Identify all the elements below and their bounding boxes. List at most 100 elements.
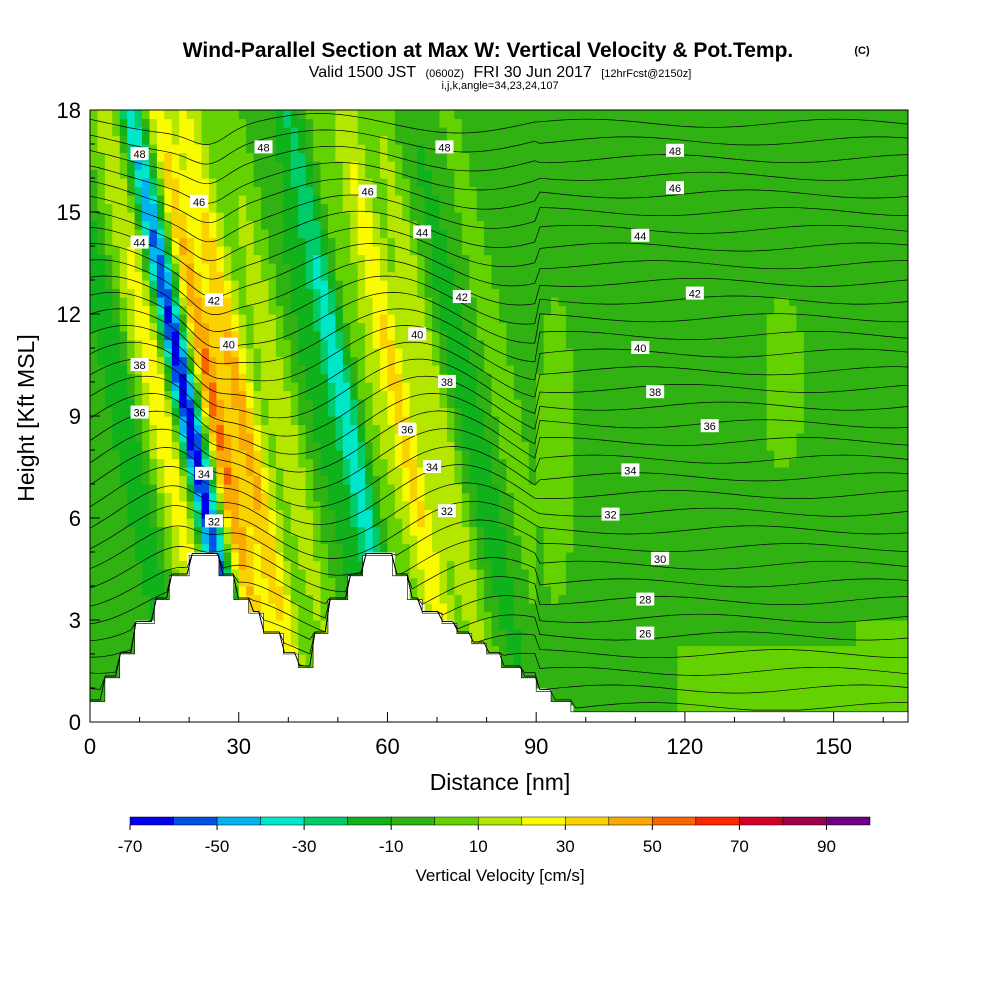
w-cell <box>528 246 537 256</box>
w-cell <box>231 501 240 511</box>
w-cell <box>156 535 165 545</box>
w-cell <box>387 212 396 222</box>
w-cell <box>156 382 165 392</box>
w-cell <box>261 339 270 349</box>
w-cell <box>543 373 552 383</box>
w-cell <box>112 203 121 213</box>
w-cell <box>380 263 389 273</box>
w-cell <box>469 237 478 247</box>
w-cell <box>506 594 515 604</box>
w-cell <box>90 212 99 222</box>
w-cell <box>454 620 463 630</box>
w-cell <box>573 237 582 247</box>
w-cell <box>573 560 582 570</box>
w-cell <box>432 526 441 536</box>
w-cell <box>156 305 165 315</box>
w-cell <box>164 501 173 511</box>
w-cell <box>409 399 418 409</box>
w-cell <box>595 110 604 120</box>
w-cell <box>380 220 389 230</box>
w-cell <box>543 671 552 681</box>
w-cell <box>551 365 560 375</box>
w-cell <box>610 611 619 621</box>
w-cell <box>677 679 686 689</box>
w-cell <box>186 484 195 494</box>
w-cell <box>565 645 574 655</box>
w-cell <box>446 305 455 315</box>
w-cell <box>253 501 262 511</box>
w-cell <box>476 611 485 621</box>
w-cell <box>246 518 255 528</box>
w-cell <box>380 331 389 341</box>
w-cell <box>357 331 366 341</box>
w-cell <box>268 416 277 426</box>
w-cell <box>313 322 322 332</box>
w-cell <box>461 373 470 383</box>
w-cell <box>290 399 299 409</box>
w-cell <box>573 467 582 477</box>
w-cell <box>588 603 597 613</box>
w-cell <box>357 254 366 264</box>
w-cell <box>357 339 366 349</box>
w-cell <box>194 220 203 230</box>
w-cell <box>194 288 203 298</box>
w-cell <box>298 178 307 188</box>
w-cell <box>655 645 664 655</box>
w-cell <box>275 594 284 604</box>
w-cell <box>521 569 530 579</box>
w-cell <box>640 195 649 205</box>
w-cell <box>320 458 329 468</box>
w-cell <box>417 254 426 264</box>
w-cell <box>201 526 210 536</box>
w-cell <box>521 348 530 358</box>
w-cell <box>469 611 478 621</box>
w-cell <box>194 212 203 222</box>
w-cell <box>617 135 627 145</box>
w-cell <box>625 382 634 392</box>
w-cell <box>290 611 299 621</box>
w-cell <box>677 297 686 307</box>
w-cell <box>551 475 560 485</box>
w-cell <box>350 322 359 332</box>
w-cell <box>640 254 649 264</box>
w-cell <box>104 399 113 409</box>
w-cell <box>580 662 589 672</box>
w-cell <box>409 288 418 298</box>
w-cell <box>543 365 552 375</box>
w-cell <box>231 322 240 332</box>
w-cell <box>216 144 225 154</box>
w-cell <box>97 365 106 375</box>
w-cell <box>446 365 455 375</box>
w-cell <box>216 348 225 358</box>
w-cell <box>268 467 277 477</box>
w-cell <box>201 390 210 400</box>
w-cell <box>327 118 336 128</box>
w-cell <box>127 577 136 587</box>
w-cell <box>112 577 121 587</box>
w-cell <box>640 356 649 366</box>
w-cell <box>201 348 210 358</box>
w-cell <box>387 373 396 383</box>
w-cell <box>246 416 255 426</box>
w-cell <box>313 186 322 196</box>
w-cell <box>499 373 508 383</box>
w-cell <box>298 594 307 604</box>
w-cell <box>521 645 530 655</box>
w-cell <box>439 543 448 553</box>
w-cell <box>246 399 255 409</box>
w-cell <box>90 322 99 332</box>
w-cell <box>662 620 671 630</box>
w-cell <box>536 178 545 188</box>
w-cell <box>290 339 299 349</box>
w-cell <box>208 450 218 460</box>
w-cell <box>112 305 121 315</box>
w-cell <box>164 288 173 298</box>
w-cell <box>246 110 255 120</box>
w-cell <box>305 356 314 366</box>
w-cell <box>476 399 485 409</box>
w-cell <box>290 246 299 256</box>
w-cell <box>365 475 374 485</box>
w-cell <box>409 212 418 222</box>
w-cell <box>320 186 329 196</box>
w-cell <box>402 441 411 451</box>
